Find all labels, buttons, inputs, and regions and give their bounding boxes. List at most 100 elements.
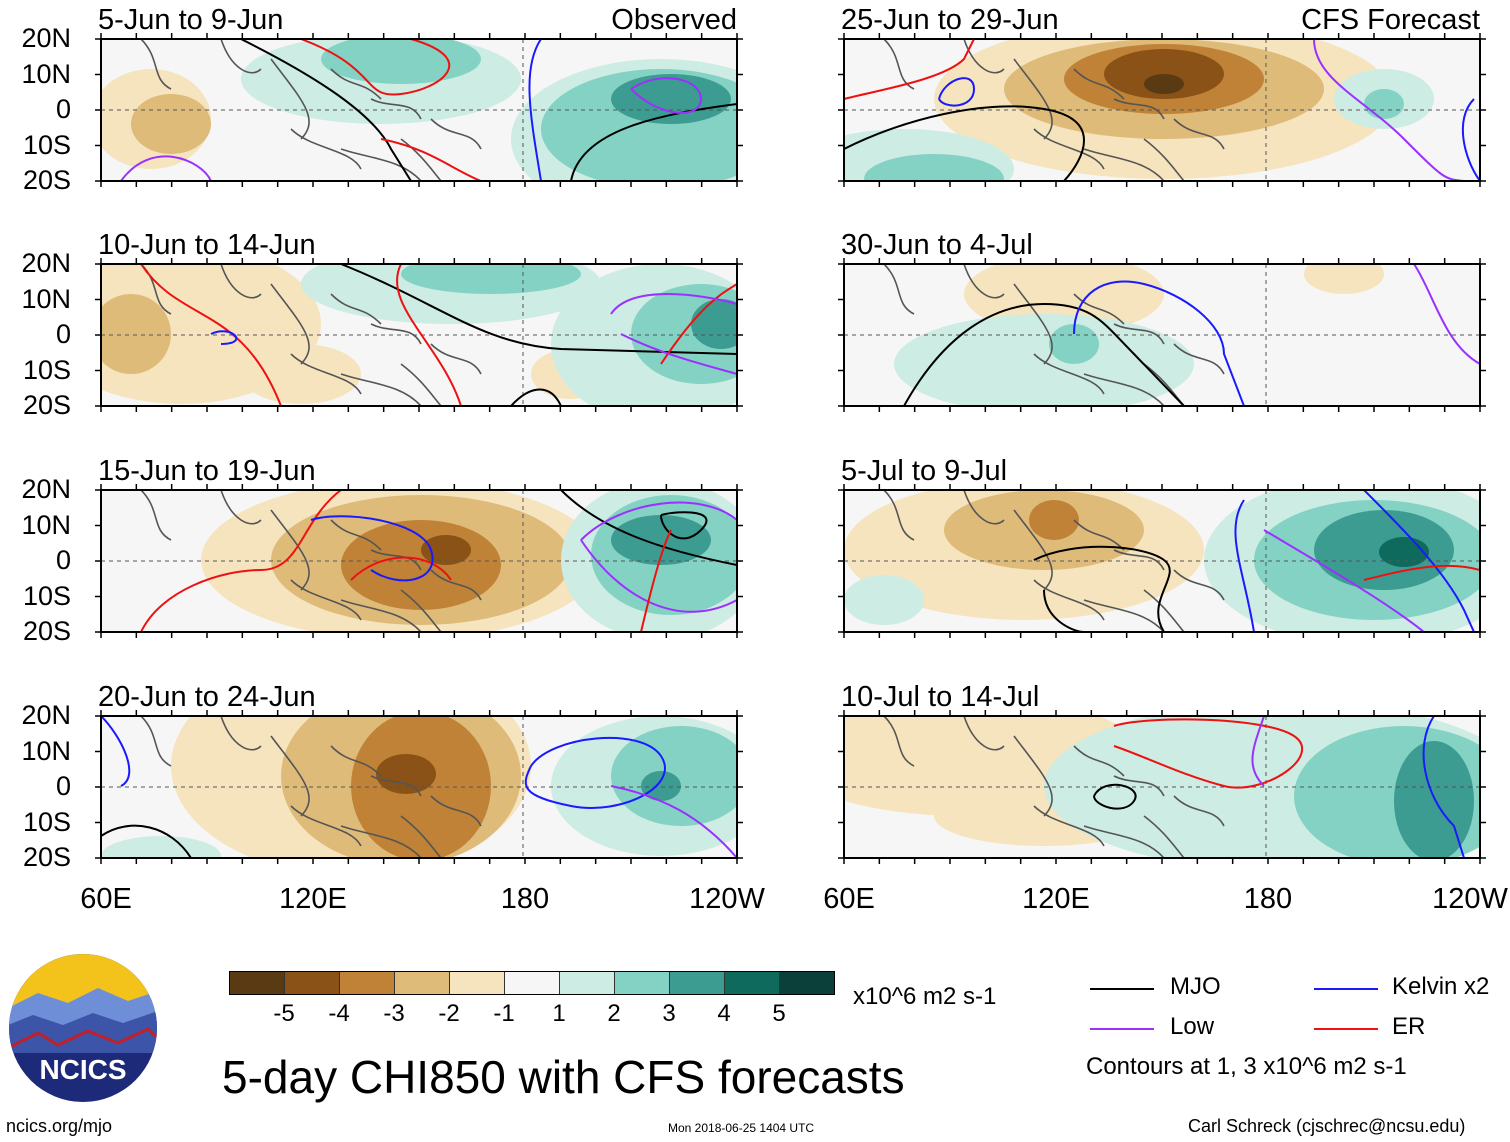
contour-black [844, 105, 1085, 181]
map-plot [838, 33, 1486, 187]
contour-black [340, 264, 737, 355]
map-panel: 5-Jul to 9-Jul [838, 455, 1486, 638]
y-tick-label: 20N [21, 474, 71, 504]
colorbar [229, 971, 835, 995]
y-tick-label: 0 [55, 319, 71, 349]
colorbar-tick-label: -1 [493, 1000, 515, 1027]
contour-purple [1263, 529, 1425, 632]
panel-title: 30-Jun to 4-Jul [841, 229, 1033, 261]
map-panel: 10-Jun to 14-Jun 20N 10N 0 10S 20S [21, 229, 743, 419]
x-tick-label: 60E [80, 883, 132, 915]
figure-title: 5-day CHI850 with CFS forecasts [222, 1051, 905, 1103]
coastline [883, 716, 1225, 858]
ncics-logo: NCICS [8, 953, 158, 1103]
contour-red [300, 39, 451, 96]
colorbar-tick-label: -5 [273, 1000, 295, 1027]
legend-mjo-line [1090, 988, 1154, 990]
anomaly-area [1364, 89, 1404, 119]
contour-blue [938, 77, 976, 107]
timestamp: Mon 2018-06-25 1404 UTC [668, 1121, 815, 1135]
panel-title: 10-Jun to 14-Jun [98, 229, 316, 261]
contour-black [903, 302, 1185, 406]
colorbar-swatch [340, 972, 395, 994]
anomaly-area [321, 39, 481, 84]
contour-red [140, 490, 342, 632]
y-tick-label: 20N [21, 248, 71, 278]
contour-black [510, 388, 562, 406]
contour-red [844, 39, 975, 100]
contour-black [1033, 545, 1171, 632]
colorbar-tick-label: 3 [662, 1000, 676, 1027]
contour-blue [528, 39, 542, 181]
contour-purple [630, 77, 703, 114]
contour-purple [120, 155, 212, 181]
contour-blue [1461, 98, 1480, 181]
y-tick-label: 10N [21, 509, 71, 540]
y-tick-label: 20N [21, 700, 71, 730]
map-plot [95, 258, 743, 412]
map-plot [95, 710, 743, 864]
y-tick-label: 10S [22, 129, 71, 160]
x-tick-label: 120W [689, 883, 765, 915]
colorbar-tick-label: 2 [607, 1000, 621, 1027]
contour-blue [210, 330, 238, 345]
colorbar-swatch [780, 972, 834, 994]
legend-kelvin-label: Kelvin x2 [1392, 973, 1490, 1000]
anomaly-area [611, 74, 731, 124]
map-plot [838, 258, 1486, 412]
legend-low-line [1090, 1028, 1154, 1030]
coastline [140, 39, 482, 181]
y-tick-label: 10N [21, 58, 71, 89]
anomaly-area [101, 836, 221, 858]
contour-blue [1363, 490, 1475, 632]
y-tick-label: 10N [21, 283, 71, 314]
map-panel: 5-Jun to 9-Jun Observed 20N 10N 0 10S 20S [21, 4, 743, 194]
colorbar-swatch [670, 972, 725, 994]
legend-low-label: Low [1170, 1013, 1215, 1040]
colorbar-tick-label: -2 [438, 1000, 460, 1027]
coastline [140, 716, 482, 858]
colorbar-swatch [450, 972, 505, 994]
colorbar-units: x10^6 m2 s-1 [853, 983, 997, 1010]
colorbar-tick-label: -3 [383, 1000, 405, 1027]
panel-title: 5-Jul to 9-Jul [841, 455, 1008, 487]
colorbar-swatch [230, 972, 285, 994]
anomaly-area [401, 264, 581, 294]
contour-black [240, 39, 412, 181]
anomaly-area [691, 299, 737, 349]
anomaly-area [1144, 74, 1184, 94]
map-panel: 20-Jun to 24-Jun 20N 10N 0 10S 20S [21, 681, 743, 871]
anomaly-area [1304, 264, 1384, 294]
anomaly-area [641, 771, 681, 801]
contour-blue [1073, 280, 1245, 406]
y-tick-label: 0 [55, 545, 71, 575]
website-link[interactable]: ncics.org/mjo [6, 1116, 113, 1136]
y-tick-label: 0 [55, 771, 71, 801]
colorbar-swatch [725, 972, 780, 994]
contour-black [1093, 783, 1137, 810]
y-tick-label: 10S [22, 580, 71, 611]
map-panel: 10-Jul to 14-Jul [838, 681, 1486, 864]
anomaly-area [1049, 324, 1099, 364]
colorbar-swatch [505, 972, 560, 994]
contour-black [101, 824, 192, 858]
contour-red [350, 556, 452, 581]
anomaly-area [131, 94, 211, 154]
colorbar-swatch [395, 972, 450, 994]
contour-purple [580, 501, 737, 613]
coastline [140, 264, 482, 406]
legend-kelvin-line [1314, 988, 1378, 990]
x-tick-label: 120E [279, 883, 347, 915]
anomaly-area [376, 754, 436, 794]
colorbar-tick-label: 1 [552, 1000, 566, 1027]
coastline [883, 39, 1225, 181]
map-plot [838, 484, 1486, 638]
contour-purple [1251, 716, 1265, 787]
contour-purple [1413, 264, 1480, 365]
anomaly-area [864, 154, 1004, 181]
logo-text: NCICS [39, 1054, 126, 1085]
coastline [883, 264, 1225, 406]
contour-red [640, 529, 672, 632]
contour-red [1113, 718, 1303, 789]
coastline [883, 490, 1225, 632]
